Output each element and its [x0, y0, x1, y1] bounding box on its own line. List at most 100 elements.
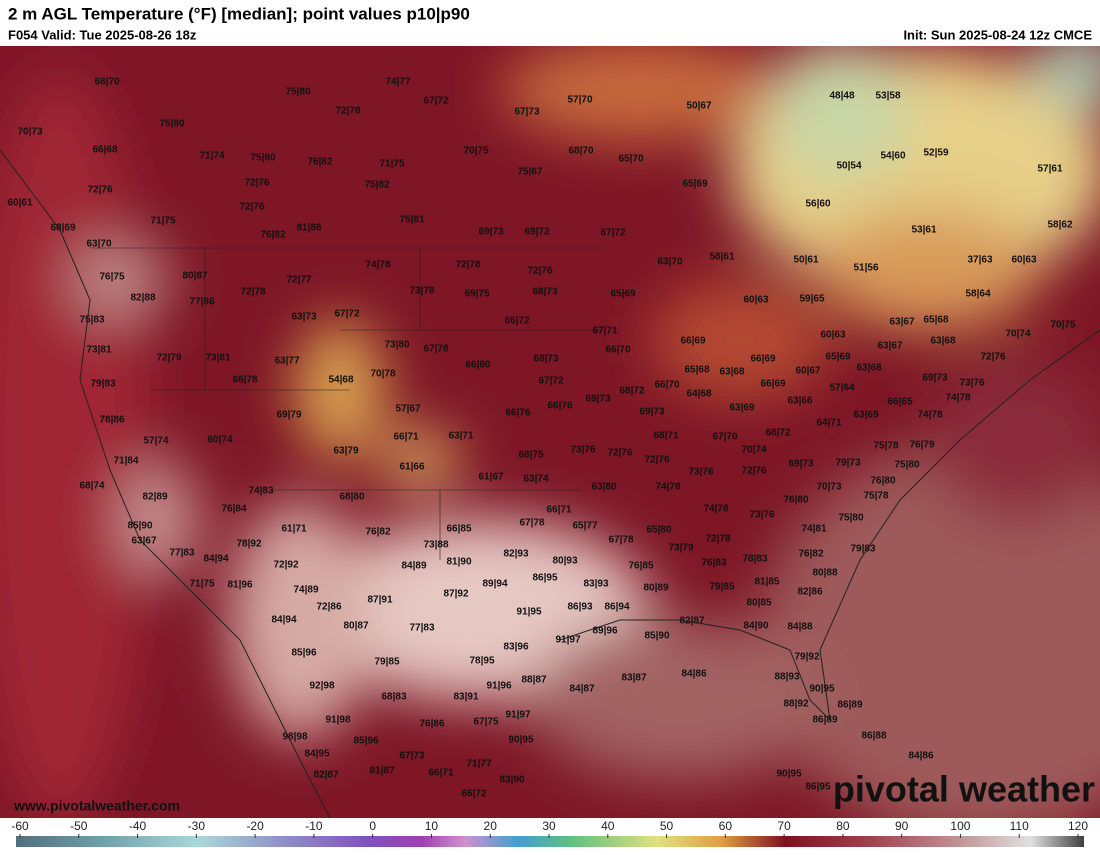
- point-value: 75|78: [863, 491, 888, 502]
- point-value: 68|70: [94, 77, 119, 88]
- point-value: 85|90: [127, 521, 152, 532]
- point-value: 72|78: [705, 534, 730, 545]
- point-value: 86|93: [567, 602, 592, 613]
- colorbar-tick-label: -60: [11, 819, 29, 833]
- point-value: 76|80: [870, 476, 895, 487]
- point-value: 85|96: [291, 648, 316, 659]
- point-value: 65|77: [572, 521, 597, 532]
- point-value: 60|63: [820, 330, 845, 341]
- point-value: 69|73: [478, 227, 503, 238]
- point-value: 83|93: [583, 579, 608, 590]
- point-value: 72|76: [741, 466, 766, 477]
- point-value: 84|90: [743, 621, 768, 632]
- point-value: 98|98: [282, 732, 307, 743]
- point-value: 73|76: [959, 378, 984, 389]
- point-value: 82|88: [130, 293, 155, 304]
- point-value: 60|61: [7, 198, 32, 209]
- point-value: 60|74: [207, 435, 232, 446]
- point-value: 87|91: [367, 595, 392, 606]
- point-value: 74|83: [248, 486, 273, 497]
- point-value: 63|80: [591, 482, 616, 493]
- point-value: 90|95: [776, 769, 801, 780]
- point-value: 66|70: [654, 380, 679, 391]
- point-value: 66|72: [461, 789, 486, 800]
- point-value: 76|83: [701, 558, 726, 569]
- point-value: 57|64: [829, 383, 854, 394]
- point-value: 65|70: [618, 154, 643, 165]
- point-value: 74|89: [293, 585, 318, 596]
- point-value: 91|96: [486, 681, 511, 692]
- colorbar: [16, 836, 1084, 847]
- point-value: 91|95: [516, 607, 541, 618]
- point-value: 73|88: [423, 540, 448, 551]
- point-value: 73|81: [86, 345, 111, 356]
- point-value: 79|83: [850, 544, 875, 555]
- point-value: 69|73: [922, 373, 947, 384]
- point-value: 82|89: [142, 492, 167, 503]
- point-value: 63|67: [131, 536, 156, 547]
- point-value: 76|82: [798, 549, 823, 560]
- point-value: 86|89: [837, 700, 862, 711]
- point-value: 59|65: [799, 294, 824, 305]
- point-value: 83|87: [621, 673, 646, 684]
- point-value: 71|74: [199, 151, 224, 162]
- point-value: 81|85: [754, 577, 779, 588]
- point-value: 83|96: [503, 642, 528, 653]
- point-value: 58|64: [965, 289, 990, 300]
- point-value: 70|74: [741, 445, 766, 456]
- point-value: 72|76: [607, 448, 632, 459]
- colorbar-tick-label: -10: [305, 819, 323, 833]
- valid-time: F054 Valid: Tue 2025-08-26 18z: [8, 27, 197, 42]
- colorbar-tick-label: 120: [1068, 819, 1088, 833]
- colorbar-tick-label: 0: [369, 819, 376, 833]
- point-value: 66|70: [605, 345, 630, 356]
- point-value: 54|68: [328, 375, 353, 386]
- point-value: 68|71: [653, 431, 678, 442]
- point-value: 84|95: [304, 749, 329, 760]
- point-value: 91|97: [505, 710, 530, 721]
- point-value: 69|73: [585, 394, 610, 405]
- point-value: 91|98: [325, 715, 350, 726]
- point-value: 80|87: [343, 621, 368, 632]
- point-value: 75|83: [79, 315, 104, 326]
- point-value: 71|84: [113, 456, 138, 467]
- point-value: 71|75: [379, 159, 404, 170]
- point-value: 81|86: [296, 223, 321, 234]
- point-value: 86|94: [604, 602, 629, 613]
- point-value: 90|95: [809, 684, 834, 695]
- point-value: 72|76: [527, 266, 552, 277]
- point-value: 63|79: [333, 446, 358, 457]
- point-value: 76|85: [628, 561, 653, 572]
- point-value: 66|69: [750, 354, 775, 365]
- point-value: 50|61: [793, 255, 818, 266]
- point-value: 63|74: [523, 474, 548, 485]
- point-value: 67|75: [473, 717, 498, 728]
- point-value: 61|66: [399, 462, 424, 473]
- point-value: 66|78: [232, 375, 257, 386]
- point-value: 69|75: [464, 289, 489, 300]
- point-value: 63|71: [448, 431, 473, 442]
- point-value: 89|96: [592, 626, 617, 637]
- point-value: 66|71: [546, 505, 571, 516]
- colorbar-tick-label: 80: [836, 819, 850, 833]
- point-value: 63|70: [657, 257, 682, 268]
- point-labels: 68|70 74|77 75|80 67|72 72|78 57|70 50|67 75|80…: [7, 77, 1075, 800]
- point-value: 80|85: [746, 598, 771, 609]
- point-value: 72|77: [286, 275, 311, 286]
- point-value: 76|80: [783, 495, 808, 506]
- point-value: 65|80: [646, 525, 671, 536]
- point-value: 76|75: [99, 272, 124, 283]
- point-value: 69|72: [524, 227, 549, 238]
- colorbar-tick-label: 90: [895, 819, 909, 833]
- point-value: 66|80: [465, 360, 490, 371]
- point-value: 78|95: [469, 656, 494, 667]
- point-value: 71|75: [189, 579, 214, 590]
- point-value: 90|95: [508, 735, 533, 746]
- point-value: 75|67: [517, 167, 542, 178]
- point-value: 69|73: [639, 407, 664, 418]
- point-value: 66|85: [446, 524, 471, 535]
- point-value: 74|78: [703, 504, 728, 515]
- point-value: 63|68: [930, 336, 955, 347]
- point-value: 72|78: [455, 260, 480, 271]
